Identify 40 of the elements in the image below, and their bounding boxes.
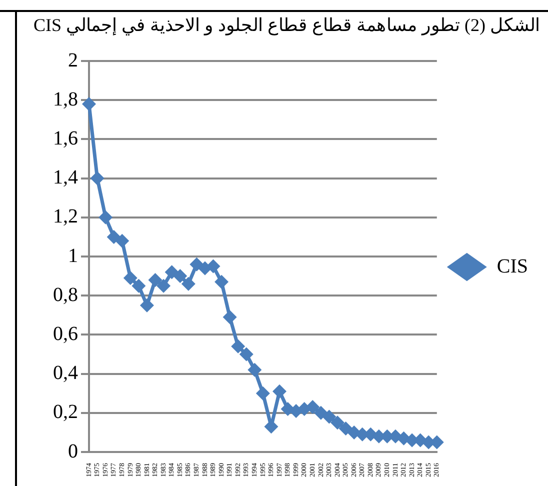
point: [222, 310, 237, 324]
point: [164, 265, 179, 280]
y-tick-label: 1,4: [53, 166, 78, 189]
point: [190, 257, 204, 272]
legend-label: CIS: [496, 255, 528, 278]
point: [156, 278, 171, 293]
point: [115, 234, 130, 248]
point: [148, 272, 162, 287]
point: [314, 406, 328, 420]
point: [239, 347, 254, 362]
y-tick-label: 2: [68, 49, 78, 72]
point: [140, 298, 154, 312]
y-tick-label: 0,6: [53, 322, 78, 345]
point: [338, 422, 353, 436]
y-tick-label: 1,6: [53, 127, 78, 150]
point: [90, 171, 104, 186]
y-tick-label: 0: [68, 440, 78, 462]
point: [231, 339, 246, 354]
point: [82, 97, 96, 112]
y-tick-label: 0,2: [53, 401, 78, 424]
y-tick-label: 1,8: [53, 88, 78, 110]
point: [173, 269, 188, 284]
point: [106, 230, 121, 244]
point: [181, 276, 196, 291]
point: [123, 271, 138, 286]
point: [306, 400, 320, 414]
point: [256, 386, 270, 400]
y-tick-label: 1,2: [53, 206, 78, 228]
point: [272, 384, 287, 398]
point: [214, 274, 229, 289]
point: [98, 210, 113, 224]
y-tick-label: 0,8: [53, 284, 78, 306]
point: [248, 362, 262, 377]
point: [206, 259, 220, 274]
point: [322, 410, 336, 424]
point: [330, 416, 344, 430]
y-tick-label: 0,4: [53, 362, 78, 384]
point: [132, 278, 146, 293]
chart-title: الشكل (2) تطور مساهمة قطاع قطاع الجلود و الاحذية في إجمالي CIS: [33, 14, 540, 36]
y-tick-label: 1: [68, 244, 78, 267]
